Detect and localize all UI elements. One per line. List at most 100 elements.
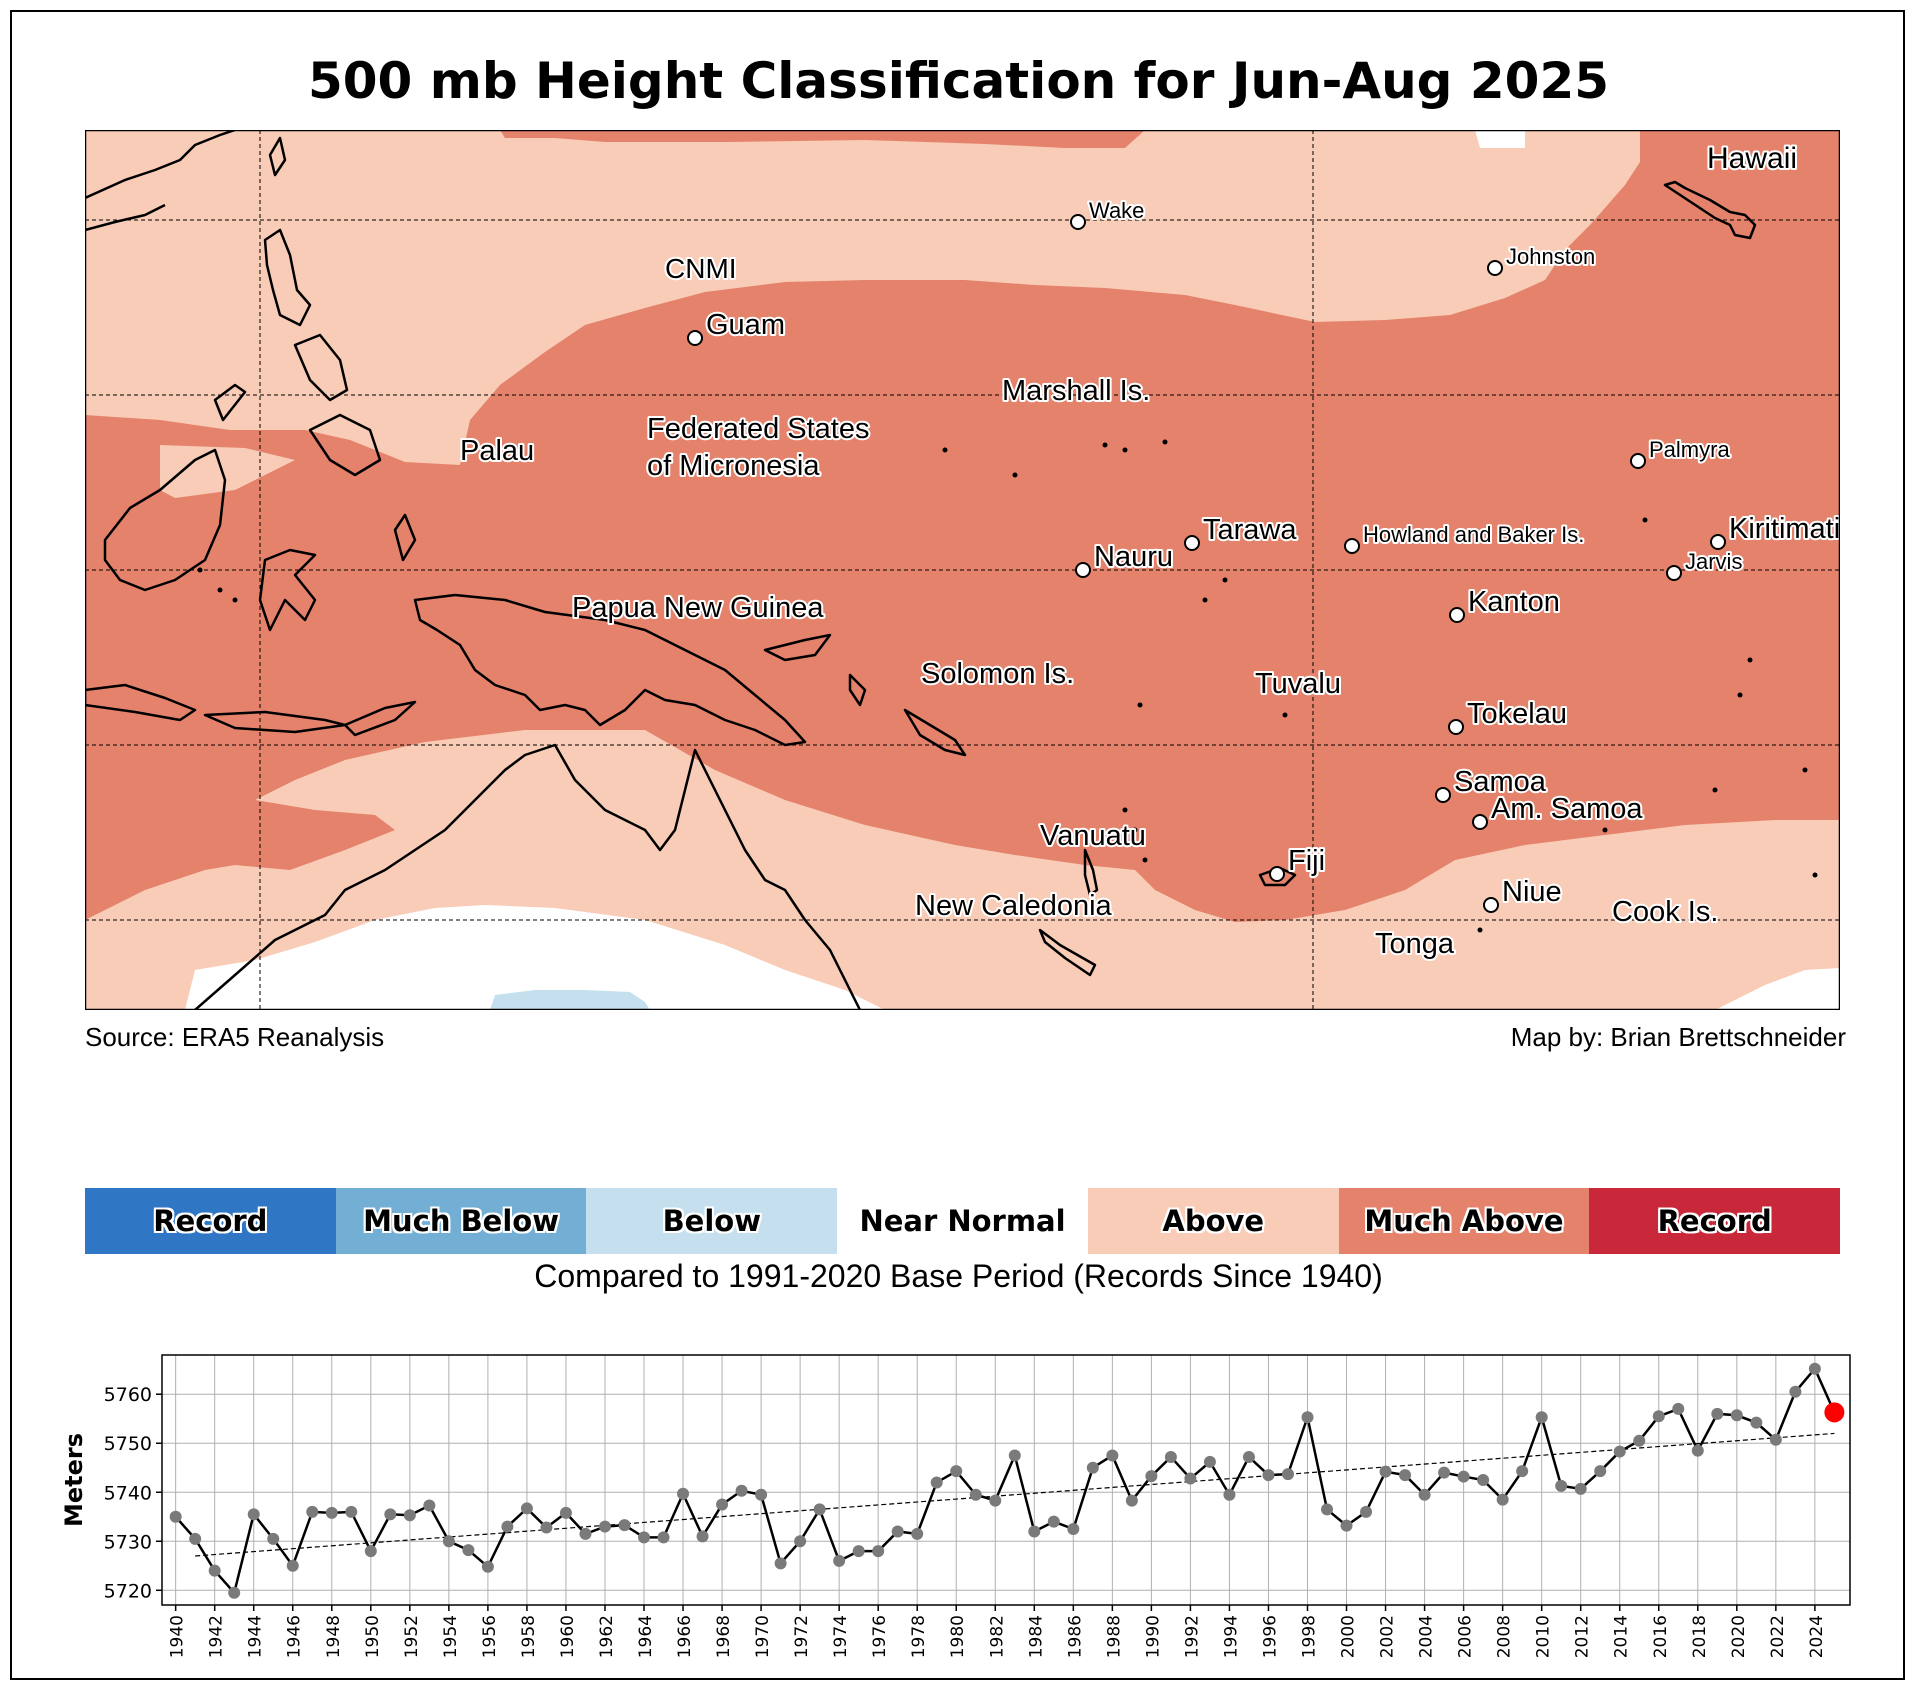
island-mark (1802, 767, 1808, 773)
data-point (618, 1519, 631, 1532)
legend-swatch-near-normal: Near Normal (837, 1188, 1088, 1254)
y-tick-label: 5730 (104, 1531, 152, 1553)
location-marker-kanton (1449, 607, 1465, 623)
data-point (989, 1494, 1002, 1507)
data-point (1379, 1465, 1392, 1478)
location-marker-samoa (1435, 787, 1451, 803)
coast-borneo (103, 448, 227, 592)
map-label-new-caledonia: New Caledonia (915, 890, 1113, 922)
coast-taiwan (268, 136, 287, 177)
x-tick-label: 1976 (870, 1615, 890, 1658)
data-point (1808, 1362, 1821, 1375)
island-mark (1122, 807, 1128, 813)
map-label-cook-is: Cook Is. (1612, 896, 1718, 928)
island-mark (1602, 827, 1608, 833)
coast-mindanao (308, 413, 382, 477)
map-label-guam: Guam (706, 309, 785, 341)
map-label-of-micronesia: of Micronesia (647, 450, 820, 482)
data-point (755, 1488, 768, 1501)
coast-bougainville (848, 673, 867, 707)
coast-newguinea (413, 593, 807, 747)
island-mark (1222, 577, 1228, 583)
data-point (1321, 1503, 1334, 1516)
x-tick-label: 1960 (558, 1615, 578, 1658)
data-point (267, 1532, 280, 1545)
data-point (813, 1503, 826, 1516)
data-point (872, 1545, 885, 1558)
data-point (1516, 1465, 1529, 1478)
y-tick-label: 5760 (104, 1384, 152, 1406)
data-point (774, 1557, 787, 1570)
data-point (403, 1509, 416, 1522)
island-mark (1142, 857, 1148, 863)
map-fill-normal-south (185, 905, 885, 1010)
x-tick-label: 1996 (1260, 1615, 1280, 1658)
location-marker-kiritimati (1710, 534, 1726, 550)
x-tick-label: 2018 (1690, 1615, 1710, 1658)
data-point (208, 1564, 221, 1577)
data-point (1652, 1410, 1665, 1423)
x-tick-label: 2008 (1495, 1615, 1515, 1658)
data-point (286, 1559, 299, 1572)
x-tick-label: 2004 (1417, 1615, 1437, 1658)
data-point (384, 1508, 397, 1521)
x-tick-label: 1978 (909, 1615, 929, 1658)
data-point (442, 1535, 455, 1548)
data-point (1301, 1411, 1314, 1424)
data-point (677, 1487, 690, 1500)
data-point (1125, 1494, 1138, 1507)
island-mark (942, 447, 948, 453)
coast-newbritain (763, 633, 832, 662)
data-point (228, 1586, 241, 1599)
map-label-samoa: Samoa (1454, 766, 1547, 798)
data-point (638, 1531, 651, 1544)
coast-newcaledonia (1038, 928, 1097, 977)
x-tick-label: 1994 (1221, 1615, 1241, 1658)
coast-sulawesi (258, 548, 317, 632)
data-point (1496, 1493, 1509, 1506)
data-point (1067, 1523, 1080, 1536)
island-mark (232, 597, 238, 603)
location-marker-tokelau (1448, 719, 1464, 735)
map-label-tuvalu: Tuvalu (1255, 668, 1341, 700)
island-mark (1137, 702, 1143, 708)
map-label-niue: Niue (1502, 876, 1562, 908)
map-label-kanton: Kanton (1468, 586, 1560, 618)
x-tick-label: 2010 (1534, 1615, 1554, 1658)
map-label-vanuatu: Vanuatu (1040, 820, 1146, 852)
map-label-federated-states: Federated States (647, 413, 869, 445)
data-point (1711, 1407, 1724, 1420)
location-marker-fiji (1269, 866, 1285, 882)
island-mark (1132, 827, 1138, 833)
x-tick-label: 1982 (987, 1615, 1007, 1658)
data-point (189, 1532, 202, 1545)
source-note: Source: ERA5 Reanalysis (85, 1022, 385, 1052)
x-tick-label: 2000 (1339, 1615, 1359, 1658)
data-point (345, 1505, 358, 1518)
data-point (501, 1520, 514, 1533)
x-tick-label: 1962 (597, 1615, 617, 1658)
x-tick-label: 1974 (831, 1615, 851, 1658)
map-label-johnston: Johnston (1506, 244, 1595, 269)
x-tick-label: 1970 (753, 1615, 773, 1658)
x-tick-label: 2022 (1768, 1615, 1788, 1658)
island-mark (1162, 439, 1168, 445)
map-fill-much-above-north (500, 130, 1145, 148)
data-point (1028, 1525, 1041, 1538)
island-mark (1712, 787, 1718, 793)
island-mark (217, 587, 223, 593)
data-point (1340, 1519, 1353, 1532)
location-marker-howland-and-baker-is (1344, 538, 1360, 554)
x-tick-label: 1940 (168, 1615, 188, 1658)
map-label-tonga: Tonga (1375, 928, 1455, 960)
data-point (1399, 1469, 1412, 1482)
legend-swatch-much-below: Much Below (335, 1188, 587, 1254)
map-border (85, 130, 1840, 1010)
data-point (1418, 1488, 1431, 1501)
data-point (579, 1527, 592, 1540)
x-tick-label: 1964 (636, 1615, 656, 1658)
map-label-am-samoa: Am. Samoa (1491, 793, 1643, 825)
data-point (247, 1508, 260, 1521)
x-tick-label: 1966 (675, 1615, 695, 1658)
map-label-solomon-is: Solomon Is. (921, 658, 1074, 690)
